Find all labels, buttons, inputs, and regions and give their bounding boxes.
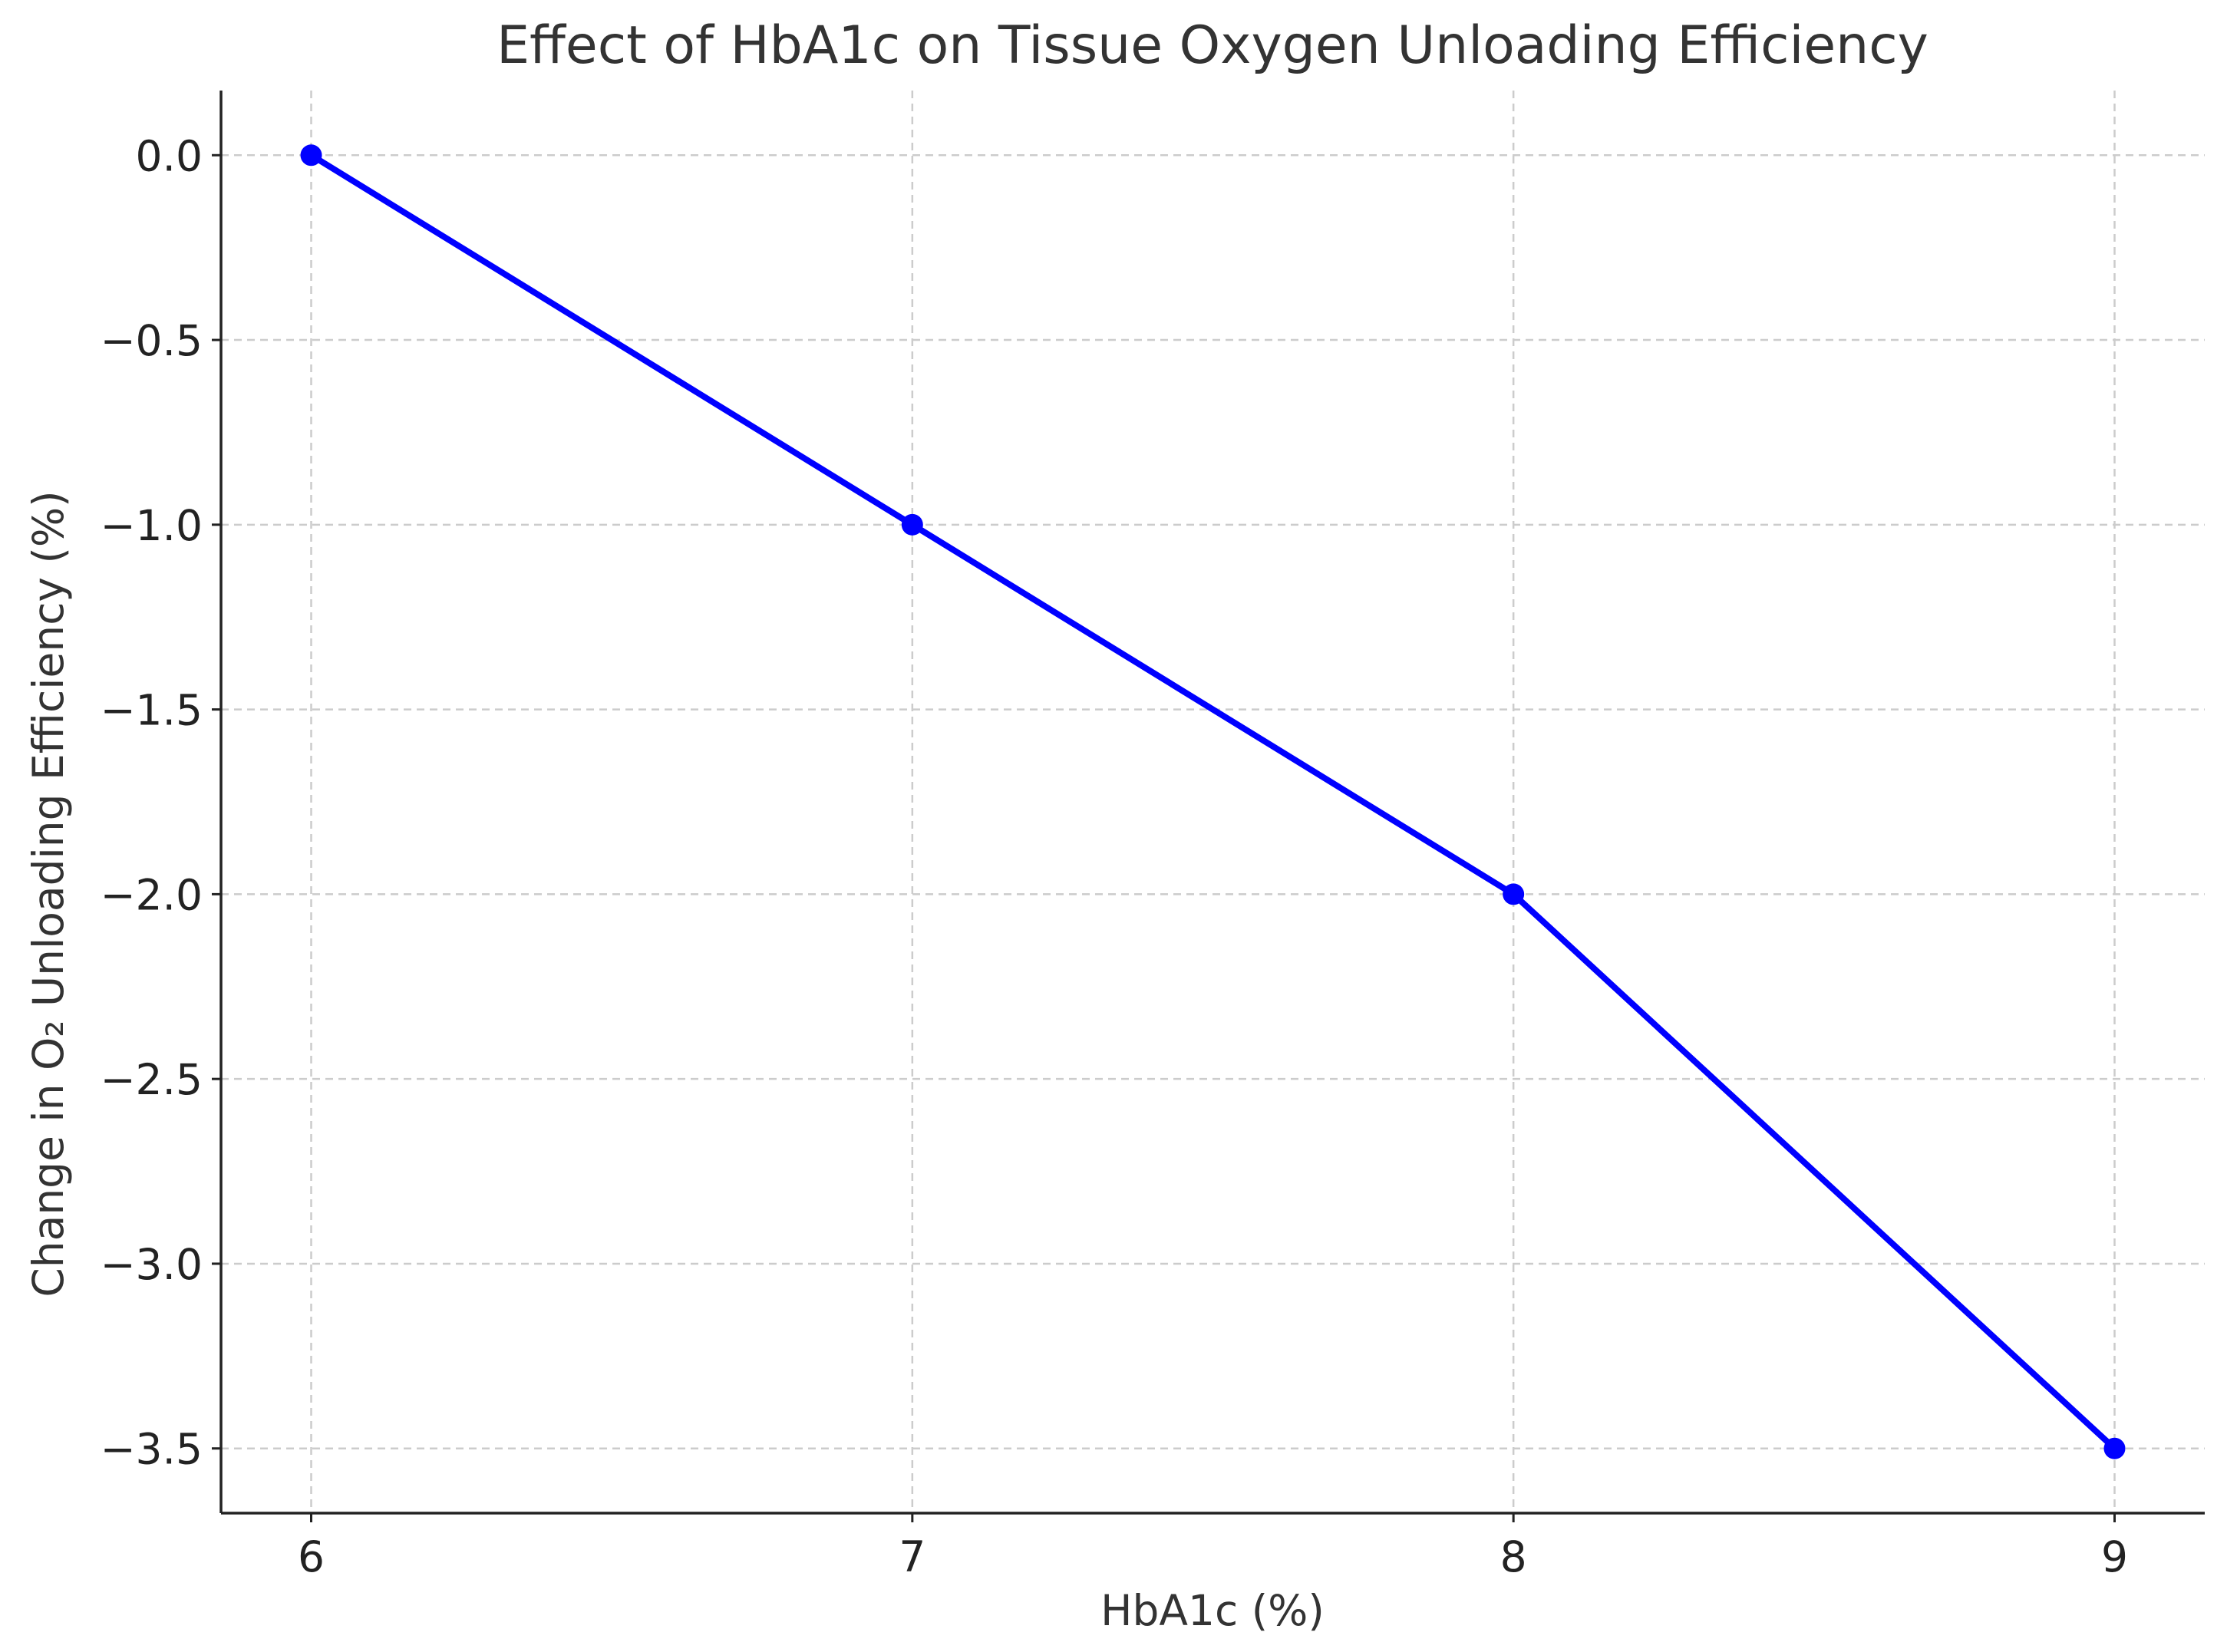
axes (212, 91, 2205, 1522)
y-tick-label-5: −2.5 (100, 1055, 203, 1104)
y-tick-label-0: 0.0 (136, 131, 203, 180)
x-tick-label-2: 8 (1500, 1532, 1527, 1581)
x-tick-label-0: 6 (298, 1532, 325, 1581)
data-point-3 (2103, 1437, 2126, 1459)
chart-title: Effect of HbA1c on Tissue Oxygen Unloadi… (497, 15, 1928, 76)
y-tick-label-7: −3.5 (100, 1425, 203, 1474)
y-tick-label-2: −1.0 (100, 501, 203, 550)
y-tick-label-4: −2.0 (100, 870, 203, 919)
x-tick-label-3: 9 (2101, 1532, 2128, 1581)
data-series (300, 144, 2126, 1459)
y-tick-label-6: −3.0 (100, 1240, 203, 1289)
y-axis-label: Change in O₂ Unloading Efficiency (%) (24, 490, 73, 1297)
y-tick-label-1: −0.5 (100, 316, 203, 365)
x-tick-label-1: 7 (899, 1532, 925, 1581)
data-point-2 (1503, 883, 1525, 905)
x-axis-label: HbA1c (%) (1100, 1586, 1325, 1635)
data-point-1 (901, 513, 923, 536)
series-line-0 (308, 152, 2118, 1452)
data-point-0 (300, 144, 322, 167)
tick-labels: 6 7 8 9 0.0 −0.5 −1.0 −1.5 −2.0 −2.5 −3.0 −3.5 (100, 131, 2128, 1581)
y-tick-label-3: −1.5 (100, 686, 203, 735)
